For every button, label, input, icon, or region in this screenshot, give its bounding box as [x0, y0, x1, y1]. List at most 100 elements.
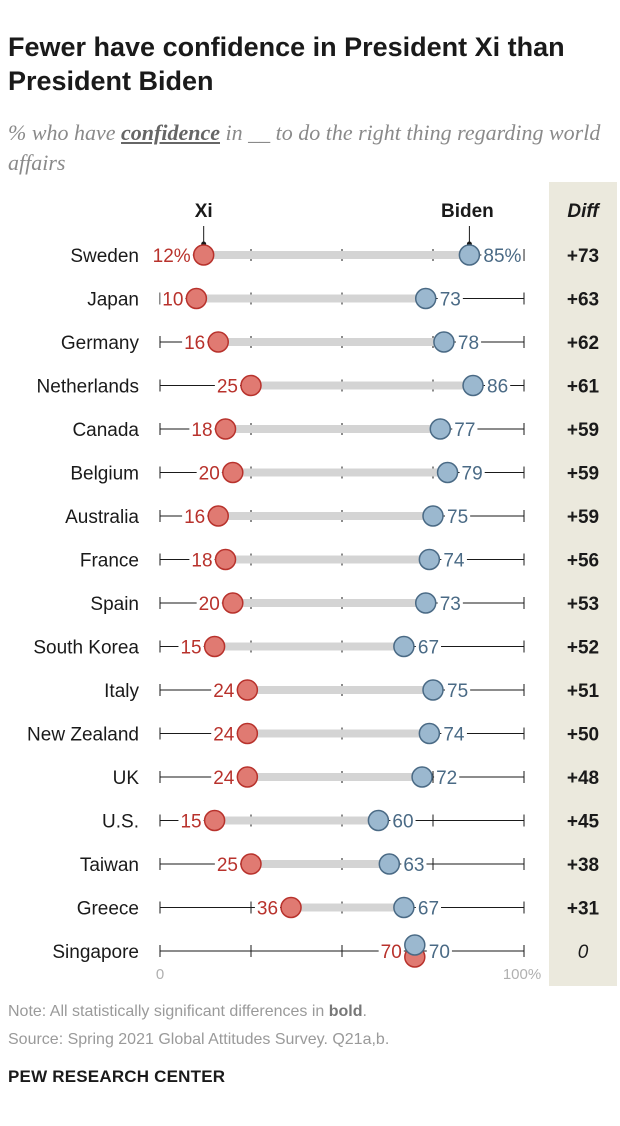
biden-value-label: 74 [443, 725, 465, 746]
xi-value-label: 24 [213, 768, 235, 789]
biden-label-backdrop [441, 724, 467, 746]
country-label: Taiwan [80, 855, 139, 876]
biden-value-label: 70 [429, 942, 450, 963]
diff-value: +61 [567, 377, 600, 398]
xi-dot [236, 722, 259, 745]
country-label: Sweden [70, 246, 139, 267]
xi-dot [207, 505, 229, 527]
chart-row: Japan 10 73 +63 [87, 287, 599, 311]
diff-value: +31 [567, 899, 600, 920]
chart-row: Germany 16 78 +62 [61, 331, 599, 354]
biden-label-backdrop [459, 463, 485, 485]
range-bar [251, 860, 390, 868]
biden-value-label: 75 [447, 507, 468, 528]
xi-dot [192, 244, 215, 266]
xi-value-label: 15 [180, 812, 201, 833]
country-label: Germany [61, 333, 140, 354]
footnote-suffix: . [362, 1003, 367, 1020]
range-bar [232, 468, 448, 477]
xi-value-label: 24 [213, 681, 235, 702]
biden-value-label: 78 [458, 333, 479, 354]
xi-dot [214, 548, 237, 571]
biden-dot [414, 592, 437, 614]
country-label: Italy [104, 681, 139, 702]
subtitle-prefix: % who have [8, 120, 122, 145]
biden-label-backdrop [434, 768, 460, 789]
biden-label-backdrop [437, 594, 463, 615]
xi-value-label: 12% [153, 246, 191, 267]
biden-dot [411, 766, 433, 788]
biden-value-label: 74 [443, 551, 465, 572]
x-axis: 0 100% [156, 966, 541, 983]
chart-row: Canada 18 77 +59 [72, 418, 599, 441]
range-bar [247, 773, 423, 781]
xi-dot [236, 766, 259, 788]
xi-label-backdrop [378, 942, 404, 963]
range-bar [218, 338, 444, 346]
biden-dot [418, 722, 441, 745]
range-bar [214, 642, 404, 651]
biden-dot [414, 287, 437, 310]
biden-dot [462, 374, 484, 397]
range-bar [247, 686, 433, 694]
diff-value: +73 [567, 246, 599, 267]
xi-value-label: 18 [191, 551, 212, 572]
xi-label-backdrop [150, 246, 193, 267]
xi-dot [214, 418, 237, 440]
chart-rows: Sweden 12% 85% +73 Japan 10 73 +63 Germany 16 78 +6… [27, 244, 600, 968]
chart-row: Spain 20 73 +53 [90, 592, 599, 615]
biden-dot [436, 461, 459, 484]
diff-column-panel [549, 182, 617, 986]
diff-value: +63 [567, 290, 599, 311]
country-label: New Zealand [27, 725, 139, 746]
chart-title: Fewer have confidence in President Xi th… [8, 32, 565, 96]
chart-row: Australia 16 75 +59 [65, 505, 599, 528]
biden-label-backdrop [445, 507, 471, 528]
xi-label-backdrop [178, 811, 204, 833]
footnote-prefix: Note: All statistically significant diff… [8, 1003, 329, 1020]
country-label: Canada [72, 420, 139, 441]
range-bar [251, 381, 474, 390]
xi-value-label: 20 [199, 464, 220, 485]
country-label: Belgium [70, 464, 139, 485]
xi-value-label: 36 [257, 899, 278, 920]
biden-dot [422, 679, 444, 701]
xi-dot [203, 635, 226, 658]
range-bar [218, 512, 433, 520]
range-bar [203, 251, 470, 259]
diff-value: +62 [567, 333, 599, 354]
biden-value-label: 86 [487, 377, 508, 398]
org-name: PEW RESEARCH CENTER [8, 1067, 226, 1086]
biden-label-backdrop [455, 333, 482, 354]
diff-value: +59 [567, 507, 599, 528]
axis-min-label: 0 [156, 966, 164, 983]
xi-value-label: 20 [199, 594, 220, 615]
chart-row: Belgium 20 79 +59 [70, 461, 599, 485]
country-label: Japan [87, 290, 139, 311]
footnote: Note: All statistically significant diff… [8, 1000, 367, 1023]
chart-row: Netherlands 25 86 +61 [37, 374, 600, 398]
biden-value-label: 60 [392, 812, 413, 833]
country-label: Spain [90, 594, 139, 615]
xi-label-backdrop [178, 637, 204, 659]
country-label: Australia [65, 507, 139, 528]
biden-value-label: 75 [447, 681, 468, 702]
biden-label-backdrop [415, 898, 442, 920]
country-label: Greece [77, 899, 139, 920]
xi-value-label: 15 [180, 638, 201, 659]
biden-label-backdrop [401, 855, 427, 876]
diff-value: +38 [567, 855, 599, 876]
diff-value: 0 [578, 942, 589, 963]
biden-label-backdrop [452, 420, 478, 441]
xi-dot [240, 374, 262, 397]
range-bar [196, 294, 426, 303]
chart-row: New Zealand 24 74 +50 [27, 722, 599, 746]
range-bar [225, 555, 430, 564]
axis-max-label: 100% [503, 966, 541, 983]
country-label: South Korea [33, 638, 139, 659]
xi-dot [222, 592, 244, 614]
diff-value: +45 [567, 812, 600, 833]
biden-dot [367, 809, 390, 832]
xi-dot [207, 331, 229, 353]
xi-value-label: 10 [162, 290, 183, 311]
